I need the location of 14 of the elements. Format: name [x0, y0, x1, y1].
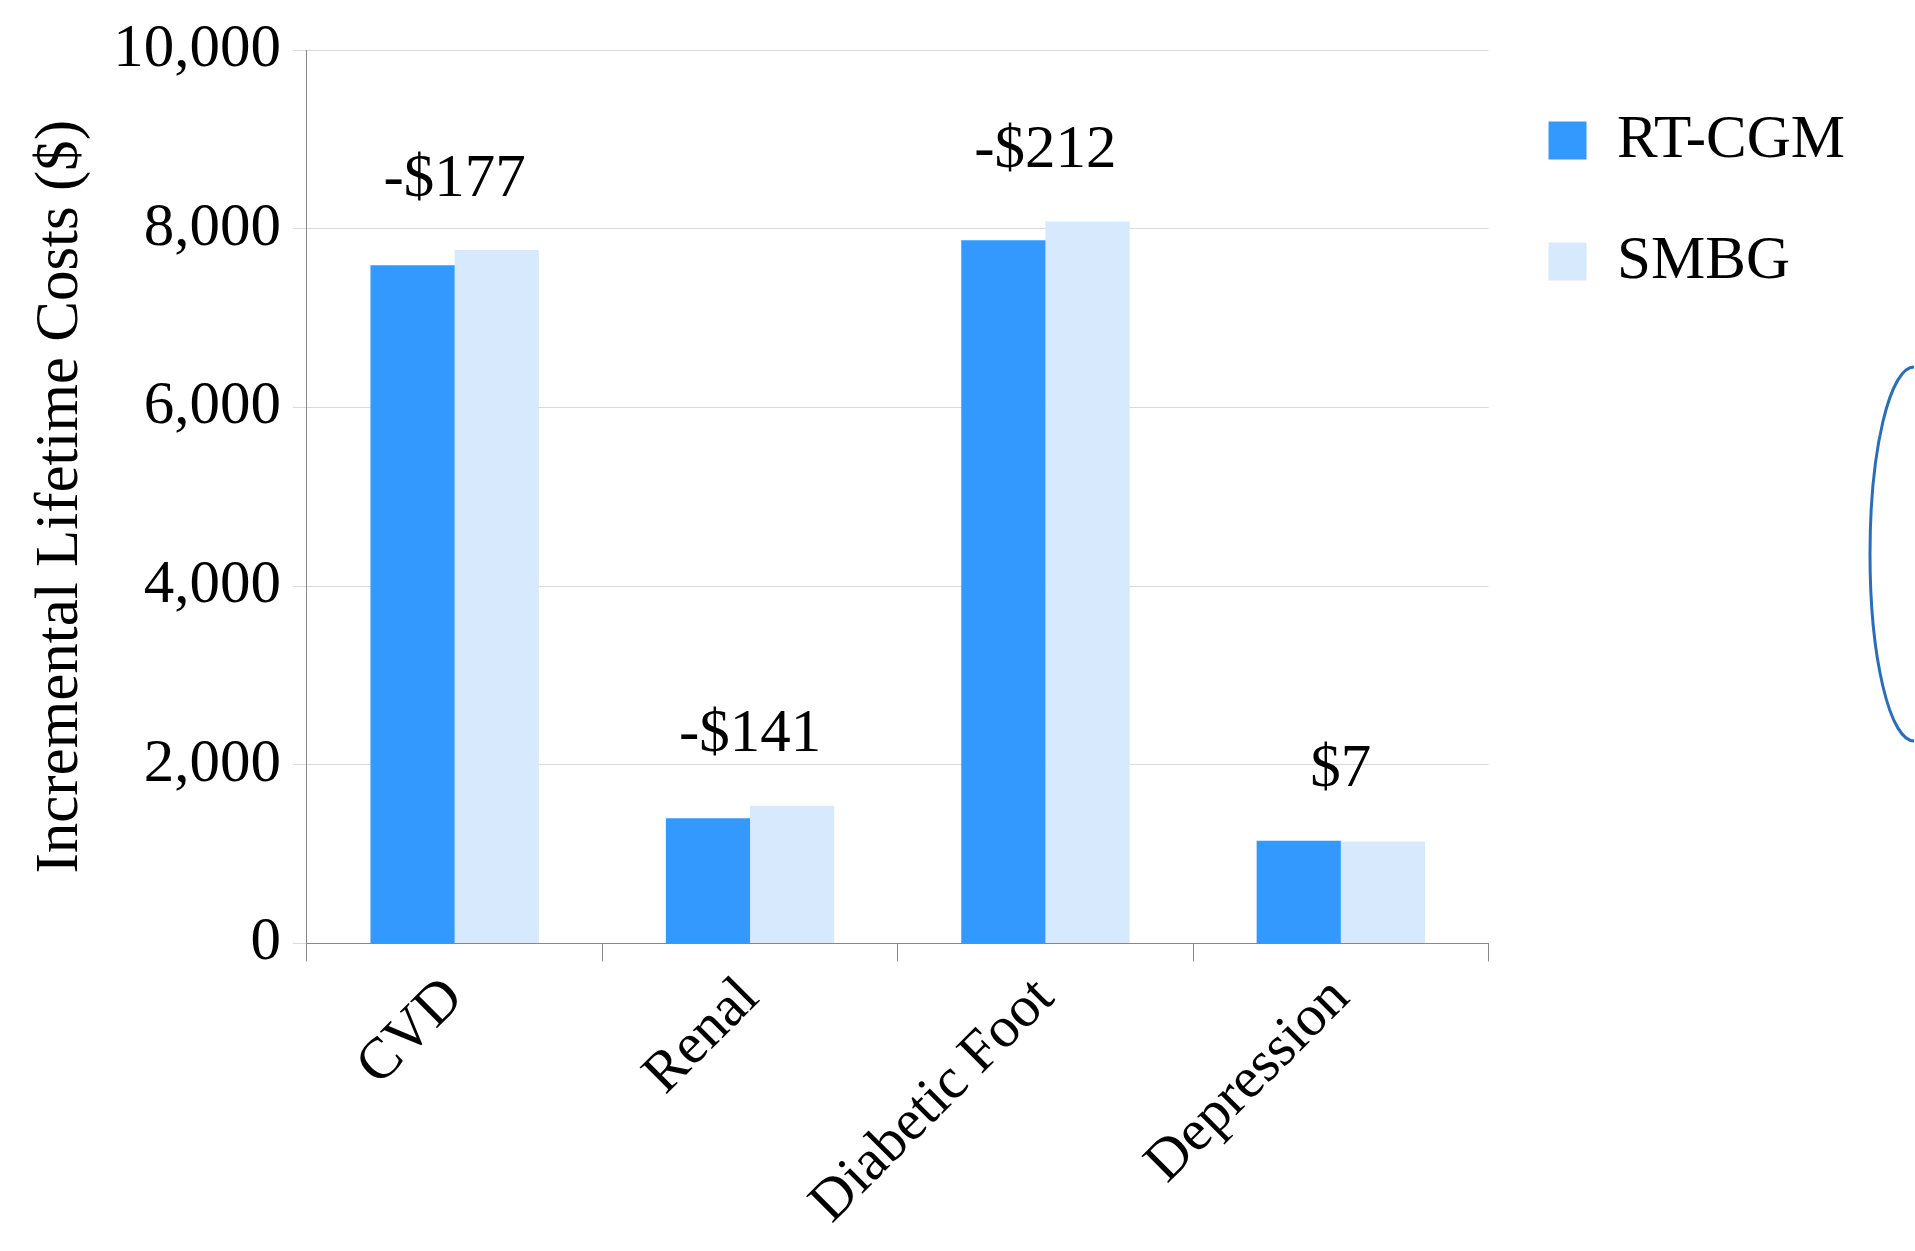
x-tick-label: CVD — [342, 963, 475, 1096]
annotation: -$141 — [678, 697, 822, 765]
y-tick-label: 0 — [250, 905, 281, 973]
y-tick-label: 4,000 — [143, 548, 281, 616]
y-tick-label: 2,000 — [143, 726, 281, 794]
annotation: -$212 — [974, 113, 1117, 181]
y-tick-label: 8,000 — [143, 190, 281, 258]
annotation: $7 — [1310, 732, 1372, 800]
legend-label: RT-CGM — [1617, 102, 1846, 170]
y-axis-title: Incremental Lifetime Costs ($) — [22, 119, 91, 874]
y-tick-label: 6,000 — [143, 369, 281, 437]
annotation: -$177 — [383, 141, 526, 209]
legend-label: SMBG — [1617, 223, 1790, 291]
y-tick-label: 10,000 — [113, 12, 281, 80]
